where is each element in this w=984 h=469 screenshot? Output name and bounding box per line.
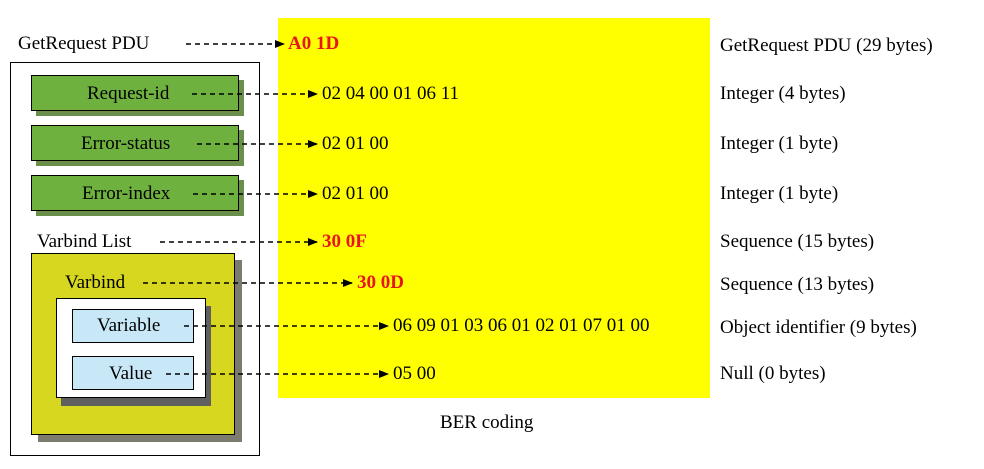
variable-desc: Object identifier (9 bytes) (720, 317, 917, 338)
value-desc: Null (0 bytes) (720, 363, 826, 384)
request-id-desc: Integer (4 bytes) (720, 83, 846, 104)
request-id-label: Request-id (87, 83, 170, 104)
request-id-code: 02 04 00 01 06 11 (322, 83, 460, 104)
error-status-field (31, 125, 239, 161)
value-label: Value (109, 363, 153, 384)
pdu-code: A0 1D (288, 33, 340, 54)
error-status-code: 02 01 00 (322, 133, 389, 154)
varbind-list-desc: Sequence (15 bytes) (720, 231, 875, 252)
varbind-desc: Sequence (13 bytes) (720, 274, 875, 295)
error-index-code: 02 01 00 (322, 183, 389, 204)
request-id-field (31, 75, 239, 111)
pdu-desc: GetRequest PDU (29 bytes) (720, 35, 933, 56)
varbind-label: Varbind (65, 272, 126, 293)
varbind-code: 30 0D (357, 272, 404, 293)
error-index-desc: Integer (1 byte) (720, 183, 839, 204)
pdu-label: GetRequest PDU (18, 33, 150, 54)
error-status-label: Error-status (81, 133, 171, 154)
variable-label: Variable (97, 315, 161, 336)
value-code: 05 00 (393, 363, 436, 384)
error-index-field (31, 175, 239, 211)
value-field (72, 356, 194, 390)
ber-coding-area (278, 18, 710, 398)
error-status-desc: Integer (1 byte) (720, 133, 839, 154)
variable-code: 06 09 01 03 06 01 02 01 07 01 00 (393, 315, 650, 336)
variable-field (72, 309, 194, 343)
error-index-label: Error-index (82, 183, 171, 204)
caption: BER coding (440, 412, 534, 433)
varbind-list-code: 30 0F (322, 231, 367, 252)
varbind-list-label: Varbind List (37, 231, 132, 252)
